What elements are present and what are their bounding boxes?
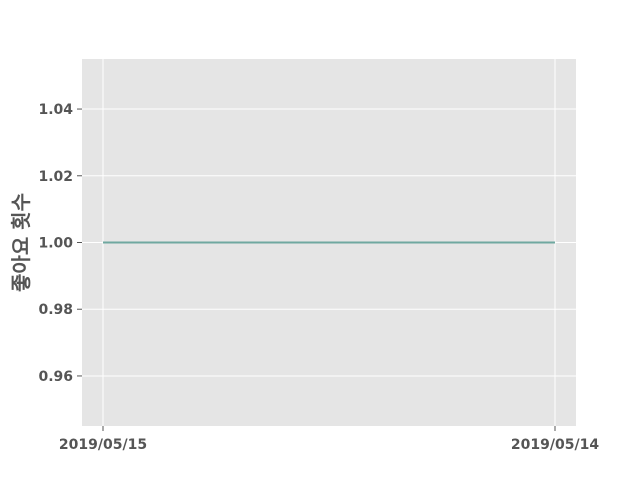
y-axis-ticks: 0.96 0.98 1.00 1.02 1.04	[38, 102, 82, 385]
y-tick-label: 0.96	[38, 369, 73, 385]
x-tick-label: 2019/05/15	[59, 437, 147, 453]
x-tick-label: 2019/05/14	[511, 437, 599, 453]
y-tick-label: 1.02	[38, 169, 73, 185]
y-tick-label: 1.04	[38, 102, 73, 118]
x-axis-ticks: 2019/05/15 2019/05/14	[59, 426, 599, 453]
y-axis-label: 좋아요 횟수	[9, 193, 33, 292]
y-tick-label: 1.00	[38, 236, 73, 252]
y-tick-label: 0.98	[38, 302, 73, 318]
